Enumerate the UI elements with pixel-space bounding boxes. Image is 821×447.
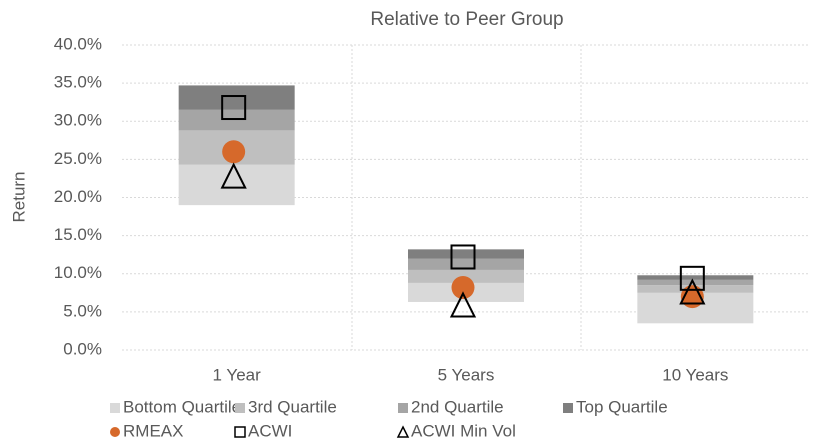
legend-label: Top Quartile (576, 397, 668, 416)
legend-label: ACWI Min Vol (411, 421, 516, 440)
y-tick-label: 20.0% (54, 187, 102, 206)
legend-swatch (235, 403, 245, 413)
marker (679, 265, 705, 291)
bar-segment (637, 275, 754, 280)
y-tick-label: 40.0% (54, 34, 102, 53)
y-tick-label: 15.0% (54, 225, 102, 244)
marker (679, 278, 706, 305)
marker (451, 275, 475, 299)
legend-label: 2nd Quartile (411, 397, 504, 416)
legend-swatch (110, 427, 120, 437)
bar-segment (408, 258, 524, 270)
y-tick-label: 35.0% (54, 73, 102, 92)
y-tick-label: 10.0% (54, 263, 102, 282)
marker (449, 291, 477, 318)
y-tick-label: 0.0% (63, 339, 102, 358)
chart-title: Relative to Peer Group (370, 9, 563, 30)
x-tick-label: 10 Years (662, 365, 728, 384)
bar-segment (637, 279, 754, 286)
legend-swatch (110, 403, 120, 413)
marker (221, 95, 247, 121)
y-tick-label: 5.0% (63, 301, 102, 320)
legend-swatch (398, 403, 408, 413)
legend-swatch (396, 425, 410, 438)
marker (450, 244, 476, 270)
bar-segment (178, 85, 295, 110)
legend-label: ACWI (248, 421, 292, 440)
legend-swatch (234, 426, 246, 438)
x-tick-label: 1 Year (213, 365, 262, 384)
y-axis-label: Return (9, 171, 28, 222)
marker (222, 140, 246, 164)
y-tick-label: 25.0% (54, 149, 102, 168)
legend-swatch (563, 403, 573, 413)
legend-label: RMEAX (123, 421, 183, 440)
y-tick-label: 30.0% (54, 111, 102, 130)
x-tick-label: 5 Years (438, 365, 495, 384)
bar-segment (178, 109, 295, 131)
bar-segment (408, 249, 524, 259)
marker (220, 162, 247, 189)
legend-label: Bottom Quartile (123, 397, 241, 416)
legend-label: 3rd Quartile (248, 397, 337, 416)
